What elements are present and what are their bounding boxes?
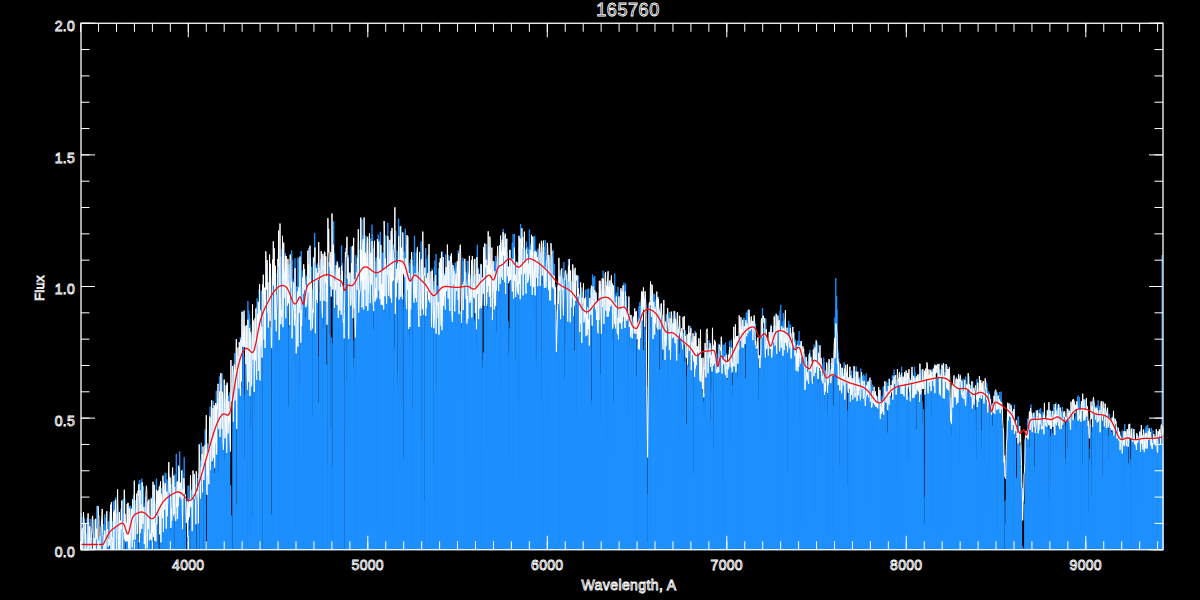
svg-text:4000: 4000 (172, 557, 204, 573)
svg-text:9000: 9000 (1070, 557, 1102, 573)
svg-text:7000: 7000 (711, 557, 743, 573)
svg-text:0.5: 0.5 (55, 413, 75, 429)
svg-text:165760: 165760 (596, 0, 660, 20)
svg-text:Wavelength, A: Wavelength, A (582, 577, 677, 593)
svg-text:0.0: 0.0 (55, 544, 75, 560)
svg-text:Flux: Flux (32, 275, 47, 301)
svg-text:5000: 5000 (352, 557, 384, 573)
svg-text:6000: 6000 (531, 557, 563, 573)
svg-text:1.0: 1.0 (55, 281, 75, 297)
svg-text:2.0: 2.0 (55, 18, 75, 34)
svg-text:8000: 8000 (890, 557, 922, 573)
svg-text:1.5: 1.5 (55, 150, 75, 166)
